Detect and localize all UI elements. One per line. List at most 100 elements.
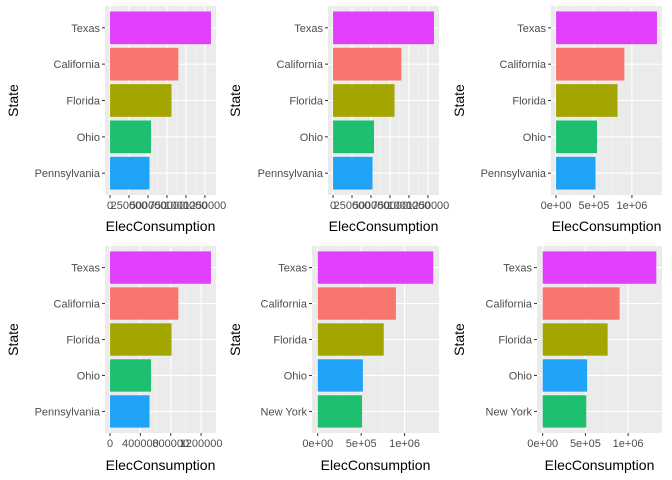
y-tick-label: Ohio [284,370,307,382]
chart-panel-3: Texas California Florida Ohio Pennsylvania 0e… [451,6,662,234]
y-axis-title: State [451,323,467,356]
y-tick-label: Texas [71,23,100,35]
x-tick-label: 5e+05 [346,438,377,450]
y-tick-label: Florida [289,96,324,108]
y-axis-title: State [227,323,243,356]
y-tick-label: Florida [273,335,308,347]
y-tick-label: Ohio [300,132,323,144]
bar-texas [542,251,657,284]
x-tick-label: 1e+06 [616,200,647,212]
y-tick-label: California [54,59,101,71]
y-tick-label: Ohio [77,370,100,382]
y-tick-label: Texas [503,263,532,275]
x-axis-title: ElecConsumption [106,218,216,234]
y-tick-label: Texas [294,23,323,35]
x-tick-label: 1000000 [165,200,208,212]
bar-texas [556,11,657,45]
bar-california [110,47,179,81]
y-tick-label: Florida [498,335,533,347]
bar-florida [317,323,384,356]
chart-panel-5: Texas California Florida Ohio New York 0e+00 5… [227,246,439,473]
x-tick-label: 0e+00 [541,200,572,212]
y-tick-label: Ohio [77,132,100,144]
bar-ohio [317,359,363,392]
bar-california [317,287,396,320]
bar-pennsylvania [110,156,150,190]
y-tick-label: New York [261,406,308,418]
x-tick-label: 5e+05 [570,438,601,450]
y-tick-label: California [54,299,101,311]
x-axis-title: ElecConsumption [545,457,655,473]
bar-florida [333,84,395,117]
y-axis-title: State [5,84,21,117]
y-tick-label: Pennsylvania [481,168,547,180]
y-tick-label: Texas [517,23,546,35]
y-axis-title: State [5,323,21,356]
x-tick-label: 250000 [334,200,371,212]
bar-florida [542,323,608,356]
bar-california [110,287,179,320]
chart-panel-4: Texas California Florida Ohio Pennsylvania 0 4… [5,246,223,473]
bar-ohio [110,120,152,154]
x-tick-label: 250000 [111,200,148,212]
x-tick-label: 5e+05 [579,200,610,212]
bar-pennsylvania [333,156,373,190]
x-tick-label: 0 [330,200,336,212]
bar-texas [317,251,434,284]
y-tick-label: Florida [512,96,547,108]
y-tick-label: Texas [278,263,307,275]
x-tick-label: 1000000 [388,200,431,212]
chart-panel-2: Texas California Florida Ohio Pennsylvania 02… [227,6,449,234]
x-tick-label: 0e+00 [527,438,558,450]
bar-ohio [110,359,152,392]
x-tick-label: 1200000 [180,438,223,450]
bar-ohio [542,359,588,392]
y-axis-title: State [451,84,467,117]
bar-pennsylvania [110,395,150,428]
bar-california [556,47,625,81]
y-axis-title: State [227,84,243,117]
bar-florida [110,323,172,356]
x-tick-label: 750000 [372,200,409,212]
y-tick-label: New York [486,406,533,418]
x-tick-label: 1e+06 [613,438,644,450]
x-tick-label: 0 [107,438,113,450]
x-tick-label: 1250000 [406,200,449,212]
x-axis-title: ElecConsumption [552,218,662,234]
x-axis-title: ElecConsumption [106,457,216,473]
y-tick-label: Ohio [509,370,532,382]
bar-california [542,287,620,320]
bar-new-york [317,395,363,428]
x-tick-label: 500000 [130,200,167,212]
y-tick-label: Florida [66,96,101,108]
x-tick-label: 0 [107,200,113,212]
bar-florida [556,84,618,117]
bar-new-york [542,395,587,428]
y-tick-label: Florida [66,335,101,347]
bar-ohio [556,120,598,154]
y-tick-label: California [500,59,547,71]
bar-texas [110,251,211,284]
y-tick-label: California [261,299,308,311]
y-tick-label: Pennsylvania [35,168,101,180]
y-tick-label: Pennsylvania [258,168,324,180]
bar-texas [110,11,211,45]
x-tick-label: 800000 [152,438,189,450]
y-tick-label: California [277,59,324,71]
x-axis-title: ElecConsumption [329,218,439,234]
x-tick-label: 1e+06 [389,438,420,450]
bar-california [333,47,402,81]
chart-panel-6: Texas California Florida Ohio New York 0e+00 5… [451,246,662,473]
bar-ohio [333,120,375,154]
bar-pennsylvania [556,156,596,190]
y-tick-label: California [486,299,533,311]
y-tick-label: Pennsylvania [35,406,101,418]
bar-florida [110,84,172,117]
bar-texas [333,11,434,45]
y-tick-label: Texas [71,263,100,275]
x-tick-label: 750000 [149,200,186,212]
x-tick-label: 400000 [122,438,159,450]
y-tick-label: Ohio [523,132,546,144]
x-tick-label: 1250000 [183,200,226,212]
